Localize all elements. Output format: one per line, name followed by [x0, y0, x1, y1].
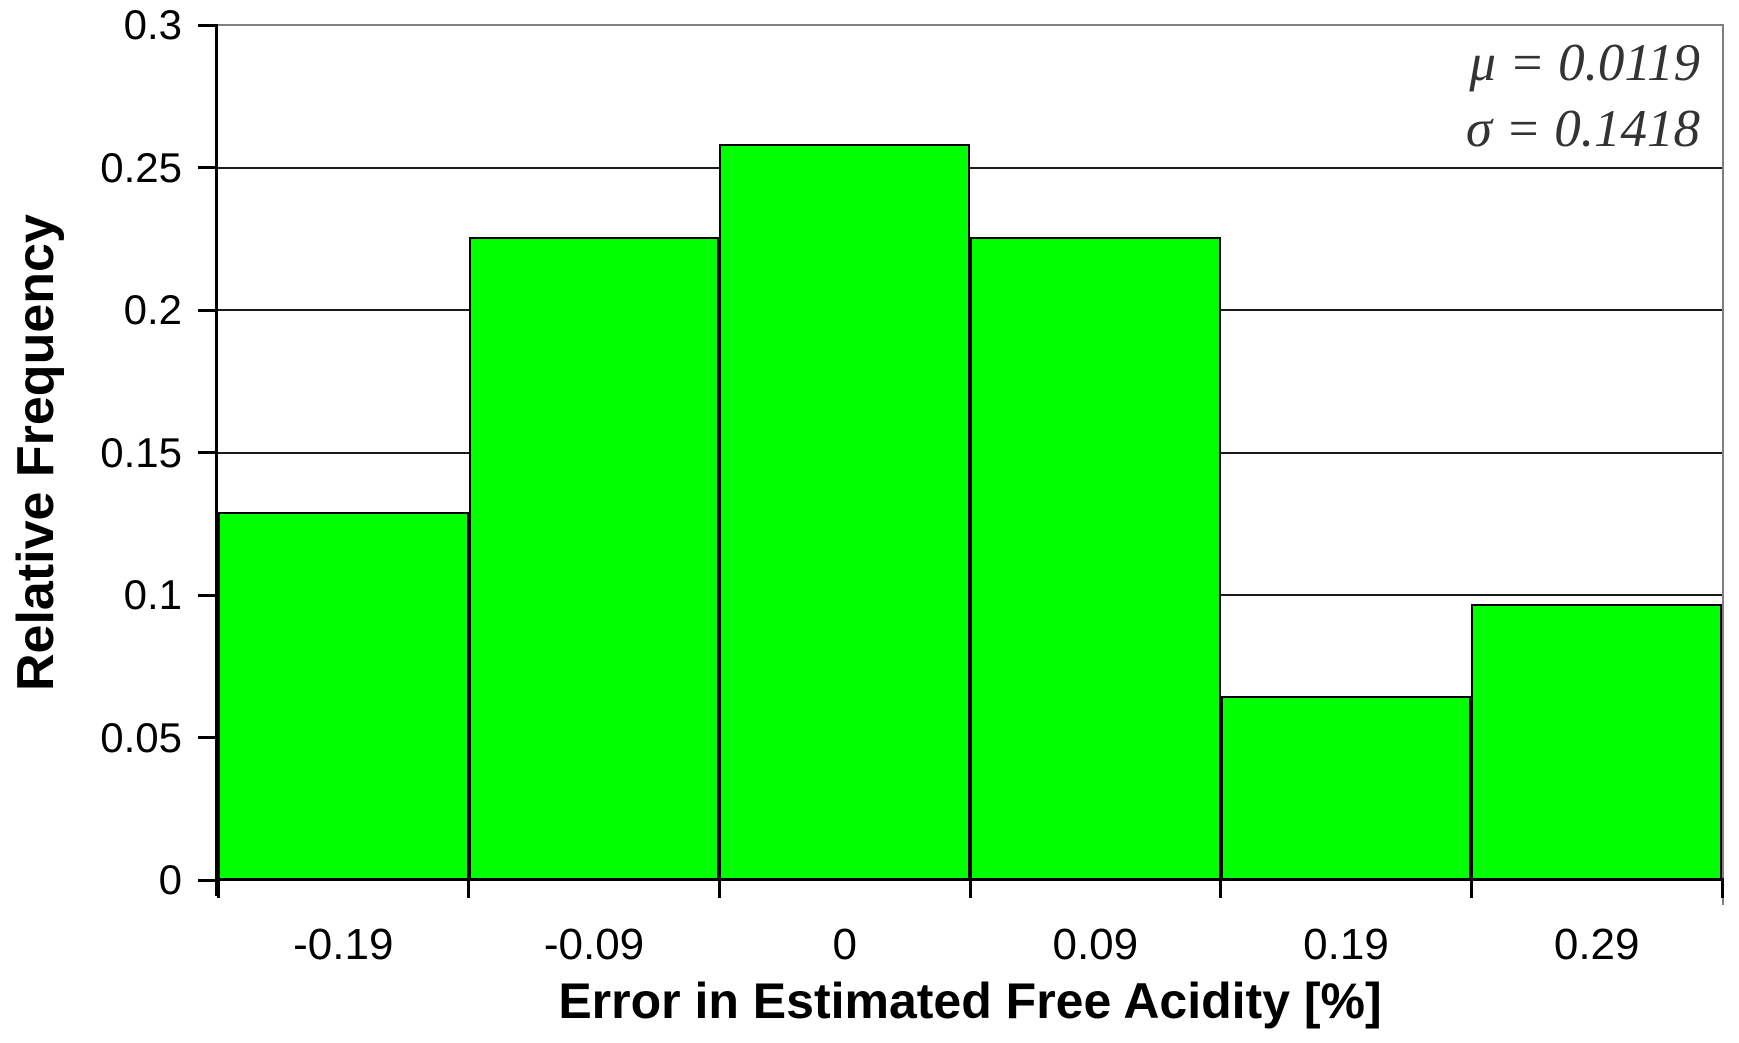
- histogram-bar: [218, 512, 469, 880]
- y-axis-tick: [198, 878, 218, 882]
- y-axis-tick: [198, 166, 218, 169]
- x-tick-label: 0.29: [1553, 920, 1640, 969]
- x-tick-label: 0.09: [1052, 920, 1139, 969]
- y-axis-tick: [198, 451, 218, 454]
- y-axis-tick: [198, 23, 218, 27]
- x-axis-tick: [216, 881, 220, 898]
- histogram-bar: [1471, 604, 1722, 880]
- x-tick-label: 0.19: [1303, 920, 1389, 969]
- y-tick-label: 0.05: [100, 713, 182, 761]
- x-axis-title: Error in Estimated Free Acidity [%]: [558, 973, 1382, 1029]
- mean-annotation: μ = 0.0119: [1469, 34, 1700, 92]
- x-axis-tick: [717, 881, 721, 898]
- y-axis-tick: [198, 593, 218, 597]
- x-axis-tick: [968, 881, 972, 898]
- y-tick-label: 0.2: [123, 286, 182, 333]
- x-axis-tick: [1720, 881, 1724, 898]
- x-axis-tick: [467, 881, 471, 898]
- y-axis-tick: [198, 736, 218, 739]
- x-axis-tick: [1469, 881, 1473, 898]
- x-tick-label: 0: [832, 920, 857, 969]
- histogram-bar: [468, 236, 720, 880]
- plot-border-right: [1722, 25, 1724, 905]
- plot-area: [218, 25, 1722, 880]
- plot-border-top: [218, 24, 1724, 26]
- y-tick-label: 0.15: [100, 428, 182, 476]
- y-tick-label: 0.25: [100, 143, 182, 191]
- y-axis-line: [215, 25, 218, 896]
- gridline: [218, 166, 1722, 169]
- histogram-bar: [970, 236, 1221, 880]
- x-axis-tick: [1219, 881, 1223, 898]
- histogram-bar: [719, 144, 970, 880]
- x-axis-line: [215, 878, 1724, 881]
- x-tick-label: -0.09: [543, 920, 645, 969]
- histogram-bar: [1220, 696, 1472, 880]
- stddev-annotation: σ = 0.1418: [1465, 100, 1700, 158]
- y-tick-label: 0: [158, 856, 182, 903]
- y-tick-label: 0.1: [123, 571, 182, 618]
- x-tick-label: -0.19: [293, 920, 394, 969]
- stats-annotation: μ = 0.0119 σ = 0.1418: [1466, 30, 1700, 162]
- y-tick-label: 0.3: [123, 1, 182, 48]
- y-axis-tick: [198, 308, 218, 312]
